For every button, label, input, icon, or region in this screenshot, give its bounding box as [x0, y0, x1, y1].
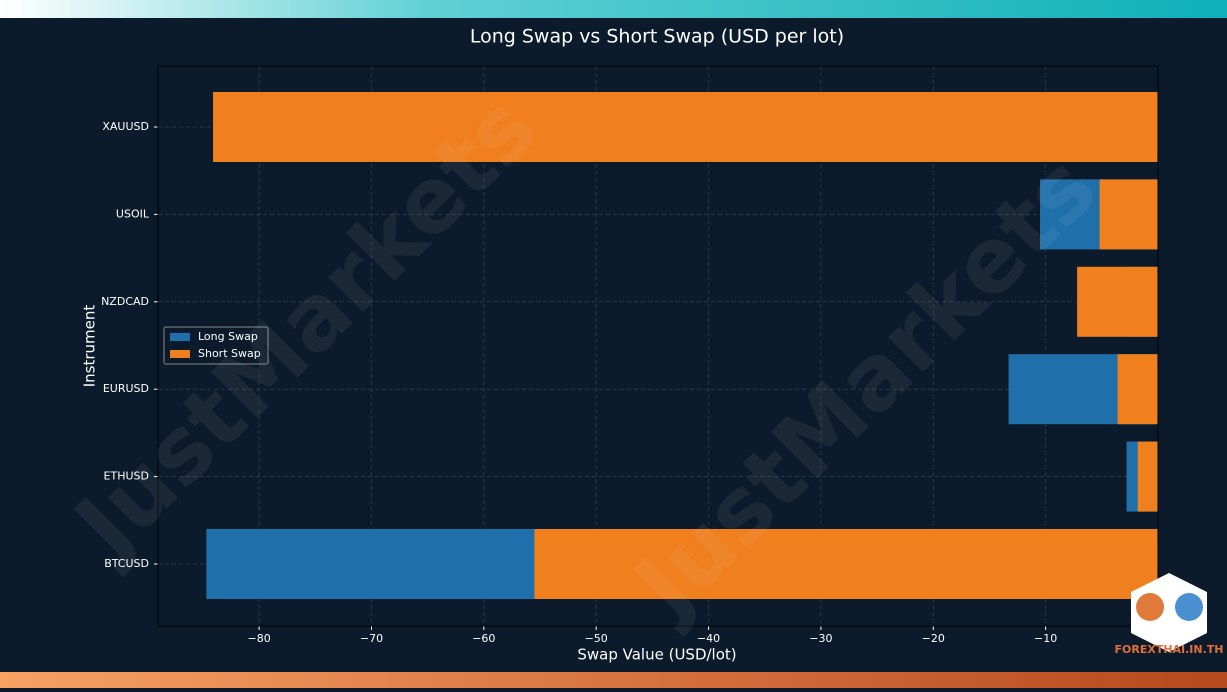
x-tick-label: −80	[248, 632, 271, 645]
chart-title: Long Swap vs Short Swap (USD per lot)	[470, 26, 844, 48]
x-tick-label: −70	[360, 632, 383, 645]
bar	[1137, 441, 1158, 512]
legend-label: Long Swap	[198, 330, 258, 343]
y-tick-label: ETHUSD	[104, 470, 149, 483]
top-band	[0, 0, 1227, 18]
y-tick-label: USOIL	[116, 207, 150, 220]
bar	[1077, 266, 1158, 337]
x-tick-label: −30	[809, 632, 832, 645]
logo-badge	[1131, 573, 1207, 652]
x-axis-label: Swap Value (USD/lot)	[577, 646, 736, 664]
y-tick-label: EURUSD	[103, 382, 149, 395]
y-tick-label: NZDCAD	[101, 295, 149, 308]
x-tick-label: −10	[1034, 632, 1057, 645]
legend-label: Short Swap	[198, 347, 261, 360]
y-tick-label: BTCUSD	[104, 557, 149, 570]
bar	[1117, 354, 1158, 425]
y-axis-label: Instrument	[81, 305, 99, 388]
bar	[1099, 179, 1158, 250]
bottom-band	[0, 672, 1227, 688]
bar	[534, 529, 1158, 599]
logo-text: FOREXTHAI.IN.TH	[1114, 643, 1223, 656]
plot-frame	[157, 65, 1159, 627]
y-tick-label: XAUUSD	[102, 120, 149, 133]
bar	[213, 92, 1159, 162]
x-tick-label: −40	[697, 632, 720, 645]
logo-bull	[1136, 593, 1164, 621]
logo-bear	[1175, 593, 1203, 621]
legend-swatch	[170, 333, 190, 341]
x-tick-label: −20	[922, 632, 945, 645]
legend-swatch	[170, 350, 190, 358]
plot-area: −80−70−60−50−40−30−20−100XAUUSDUSOILNZDC…	[101, 65, 1162, 645]
x-tick-label: −50	[585, 632, 608, 645]
x-tick-label: −60	[472, 632, 495, 645]
